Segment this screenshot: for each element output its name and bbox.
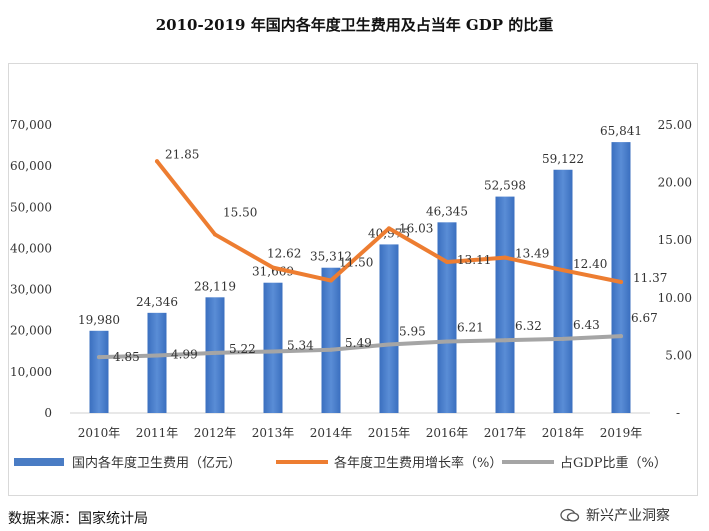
left-axis-tick-label: 50,000 (10, 200, 52, 214)
bar-value-label: 19,980 (78, 313, 120, 327)
bar-value-label: 28,119 (194, 279, 236, 293)
left-axis-tick-label: 0 (44, 406, 52, 420)
left-axis-tick-label: 60,000 (10, 159, 52, 173)
growth-rate-point (503, 255, 507, 260)
x-axis-tick-label: 2016年 (426, 426, 469, 440)
growth-rate-value-label: 11.37 (633, 271, 667, 285)
growth-rate-value-label: 12.40 (573, 257, 607, 271)
bar (437, 222, 457, 413)
bar (147, 312, 167, 413)
x-axis-tick-label: 2015年 (368, 426, 411, 440)
x-axis-tick-label: 2012年 (194, 426, 237, 440)
bar-value-label: 59,122 (542, 152, 584, 166)
x-axis-tick-label: 2013年 (252, 426, 295, 440)
bar (89, 330, 109, 413)
right-axis-tick-label: 25.00 (658, 118, 692, 132)
bar (553, 169, 573, 413)
x-axis-tick-label: 2017年 (484, 426, 527, 440)
gdp-share-point (619, 334, 623, 339)
x-axis-tick-label: 2018年 (542, 426, 585, 440)
growth-rate-value-label: 11.50 (339, 256, 373, 270)
gdp-share-line (97, 334, 623, 360)
bar-value-label: 65,841 (600, 124, 642, 138)
growth-rate-value-label: 21.85 (165, 147, 199, 161)
left-axis-tick-label: 20,000 (10, 324, 52, 338)
gdp-share-point (445, 339, 449, 344)
growth-rate-point (619, 280, 623, 285)
wechat-logo-icon (560, 508, 580, 522)
right-axis-tick-label: 10.00 (658, 291, 692, 305)
gdp-share-value-label: 4.99 (171, 348, 198, 362)
chart-frame (8, 63, 698, 496)
gdp-share-point (503, 338, 507, 343)
growth-rate-value-label: 13.49 (515, 247, 549, 261)
left-axis-tick-label: 10,000 (10, 365, 52, 379)
watermark-text: 新兴产业洞察 (586, 508, 670, 524)
gdp-share-value-label: 6.67 (631, 311, 658, 325)
growth-rate-point (271, 265, 275, 270)
right-axis-tick-label: - (676, 406, 680, 420)
bar (205, 297, 225, 413)
growth-rate-point (155, 159, 159, 164)
gdp-share-value-label: 4.85 (113, 350, 140, 364)
chart-title: 2010-2019 年国内各年度卫生费用及占当年 GDP 的比重 (155, 16, 554, 34)
gdp-share-value-label: 6.32 (515, 319, 542, 333)
x-axis-tick-label: 2019年 (600, 426, 643, 440)
legend-swatch-bar (14, 458, 64, 466)
gdp-share-point (271, 349, 275, 354)
x-axis-tick-label: 2011年 (136, 426, 179, 440)
watermark: 新兴产业洞察 (560, 505, 670, 525)
gdp-share-value-label: 6.21 (457, 320, 484, 334)
data-source: 数据来源：国家统计局 (8, 511, 148, 527)
left-axis-tick-label: 30,000 (10, 283, 52, 297)
growth-rate-value-label: 16.03 (399, 221, 433, 235)
left-axis-tick-label: 70,000 (10, 118, 52, 132)
gdp-share-point (561, 336, 565, 341)
x-axis-tick-label: 2014年 (310, 426, 353, 440)
gdp-share-point (329, 347, 333, 352)
growth-rate-point (561, 268, 565, 273)
gdp-share-value-label: 6.43 (573, 318, 600, 332)
right-axis-tick-label: 5.00 (665, 348, 692, 362)
gdp-share-value-label: 5.95 (399, 324, 426, 338)
legend-label: 各年度卫生费用增长率（%） (334, 455, 502, 471)
growth-rate-point (445, 259, 449, 264)
bar-value-label: 46,345 (426, 204, 468, 218)
growth-rate-point (213, 232, 217, 237)
bar-value-label: 35,312 (310, 250, 352, 264)
growth-rate-value-label: 13.11 (457, 253, 491, 267)
gdp-share-value-label: 5.34 (287, 338, 314, 352)
bar (495, 196, 515, 413)
right-axis-tick-label: 20.00 (658, 176, 692, 190)
gdp-share-value-label: 5.22 (229, 342, 256, 356)
gdp-share-point (387, 342, 391, 347)
bar-value-label: 24,346 (136, 295, 178, 309)
growth-rate-point (387, 226, 391, 231)
gdp-share-point (213, 350, 217, 355)
growth-rate-value-label: 12.62 (267, 247, 301, 261)
gdp-share-point (155, 353, 159, 358)
right-axis-tick-label: 15.00 (658, 233, 692, 247)
growth-rate-value-label: 15.50 (223, 205, 257, 219)
growth-rate-point (329, 278, 333, 283)
legend-label: 国内各年度卫生费用（亿元） (72, 455, 241, 471)
legend-label: 占GDP比重（%） (560, 455, 667, 471)
gdp-share-value-label: 5.49 (345, 336, 372, 350)
bar (263, 282, 283, 413)
x-axis-tick-label: 2010年 (78, 426, 121, 440)
bar (321, 267, 341, 413)
left-axis-tick-label: 40,000 (10, 241, 52, 255)
bar (379, 244, 399, 413)
gdp-share-point (97, 355, 101, 360)
bar (611, 142, 631, 413)
bar-value-label: 52,598 (484, 179, 526, 193)
